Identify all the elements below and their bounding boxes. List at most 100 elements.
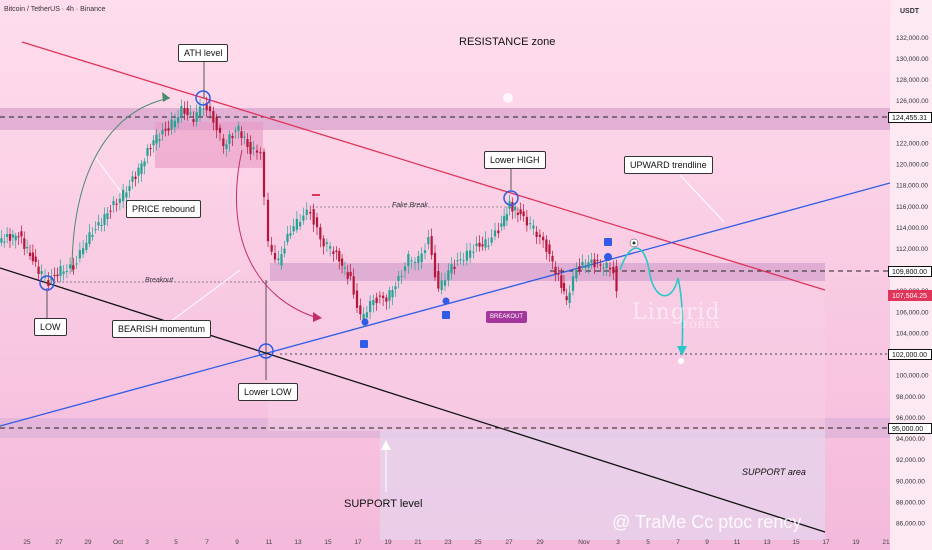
x-tick-label: 27 <box>55 539 63 546</box>
y-tick-label: 120,000.00 <box>896 162 929 169</box>
lower-high-label: Lower HIGH <box>484 151 546 169</box>
candle-body <box>249 142 252 154</box>
candle-body <box>222 138 225 147</box>
low-circle <box>39 275 55 291</box>
price-tag: 95,000.00 <box>888 422 932 434</box>
candle-body <box>128 186 131 191</box>
candle-body <box>189 112 192 114</box>
candle-body <box>198 106 202 117</box>
x-tick-label: Oct <box>113 539 123 546</box>
candle-body <box>545 239 548 252</box>
candle-body <box>615 266 618 292</box>
x-tick-label: 7 <box>676 539 680 546</box>
candle-body <box>312 209 315 225</box>
ath-box <box>155 122 263 168</box>
candle-body <box>340 258 344 266</box>
bearish-momentum-label: BEARISH momentum <box>112 320 212 338</box>
upward-trendline <box>0 182 891 427</box>
candle-body <box>529 223 532 225</box>
candle-body <box>255 150 259 153</box>
x-tick-label: 3 <box>145 539 149 546</box>
x-tick-label: 9 <box>235 539 239 546</box>
candle-body <box>3 241 6 243</box>
candle-body <box>581 262 584 266</box>
candle-body <box>115 203 118 205</box>
candle-body <box>94 228 97 230</box>
price-rebound-label: PRICE rebound <box>126 200 202 218</box>
candle-body <box>155 134 158 144</box>
candle-body <box>252 147 255 150</box>
candle-body <box>277 258 280 261</box>
price-tag: 107,504.25 <box>888 290 932 302</box>
y-tick-label: 106,000.00 <box>896 309 929 316</box>
candle-body <box>557 273 560 275</box>
candle-body <box>538 234 541 237</box>
candle-body <box>295 218 298 230</box>
candle-body <box>519 209 522 215</box>
candle-body <box>568 292 571 303</box>
candle-body <box>400 275 403 277</box>
candle-body <box>28 252 32 257</box>
candle-body <box>228 134 231 144</box>
x-tick-label: 21 <box>414 539 422 546</box>
x-tick-label: 19 <box>852 539 860 546</box>
x-tick-label: 13 <box>763 539 771 546</box>
candle-body <box>122 189 125 202</box>
candle-body <box>62 271 65 274</box>
candle-body <box>469 250 472 258</box>
candle-body <box>322 238 325 247</box>
candle-body <box>40 271 43 274</box>
candle-body <box>325 242 328 244</box>
x-tick-label: 29 <box>84 539 92 546</box>
candle-body <box>173 120 176 128</box>
candle-body <box>575 270 578 279</box>
candle-body <box>410 260 413 262</box>
y-tick-label: 94,000.00 <box>896 436 925 443</box>
resistance-band <box>0 108 890 130</box>
candle-body <box>109 210 112 212</box>
candle-body <box>205 102 208 111</box>
candle-body <box>237 125 240 131</box>
price-tag: 124,455.31 <box>888 111 932 123</box>
brand-watermark: Lingrid FOREX <box>632 300 721 331</box>
candle-body <box>453 266 456 269</box>
candle-body <box>240 131 243 138</box>
candle-body <box>505 214 508 221</box>
candle-body <box>456 260 459 262</box>
candle-body <box>346 272 349 279</box>
candle-body <box>231 135 234 138</box>
breakout-band <box>270 263 825 281</box>
candle-body <box>167 128 170 131</box>
candle-body <box>215 117 218 131</box>
candle-body <box>6 233 9 237</box>
candle-body <box>212 111 215 123</box>
y-tick-label: 114,000.00 <box>896 225 928 232</box>
candle-body <box>53 275 56 277</box>
candle-body <box>88 232 91 244</box>
x-tick-label: 25 <box>23 539 31 546</box>
candle-body <box>578 266 581 272</box>
y-tick-label: 92,000.00 <box>896 457 925 464</box>
y-tick-label: 86,000.00 <box>896 521 925 528</box>
candle-body <box>309 212 312 214</box>
candle-body <box>378 295 381 297</box>
candle-body <box>186 108 189 116</box>
candle-body <box>112 201 115 206</box>
candle-body <box>440 280 443 291</box>
candle-body <box>397 276 400 281</box>
y-tick-label: 112,000.00 <box>896 246 928 253</box>
candle-body <box>302 215 305 221</box>
candle-body <box>158 139 161 141</box>
candle-body <box>338 251 341 262</box>
candle-body <box>443 280 447 286</box>
candle-body <box>225 144 228 149</box>
candle-body <box>433 252 437 278</box>
candle-body <box>14 235 17 241</box>
x-tick-label: 23 <box>444 539 452 546</box>
candle-body <box>289 233 292 236</box>
candle-body <box>85 242 88 250</box>
candle-body <box>427 237 430 245</box>
candle-body <box>335 250 338 252</box>
lower-low-label: Lower LOW <box>238 383 298 401</box>
candle-body <box>548 244 551 255</box>
